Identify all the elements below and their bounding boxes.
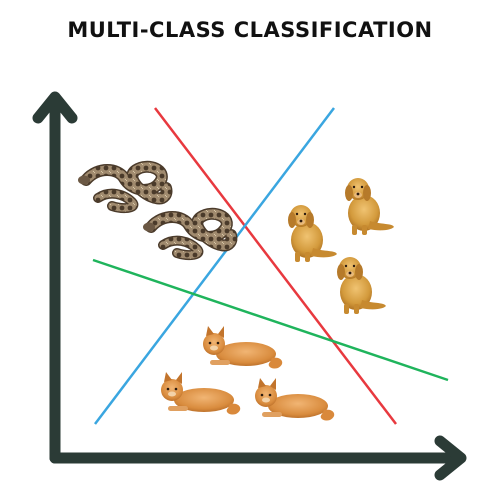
dog-icon [337, 257, 386, 314]
axes [32, 91, 467, 481]
cat-icon [203, 326, 283, 369]
dog-icon [288, 205, 337, 262]
snake-icon [78, 160, 173, 214]
snake-icon [143, 207, 238, 261]
cat-icon [161, 372, 241, 415]
decision-boundary-blue [94, 107, 335, 425]
diagram-title: MULTI-CLASS CLASSIFICATION [67, 18, 433, 42]
cat-icon [255, 378, 335, 421]
dog-icon [345, 178, 394, 235]
x-axis-arrowhead [434, 435, 467, 481]
decision-boundary-green [92, 258, 449, 382]
decision-boundary-red [154, 107, 397, 425]
y-axis-arrowhead [32, 91, 78, 124]
